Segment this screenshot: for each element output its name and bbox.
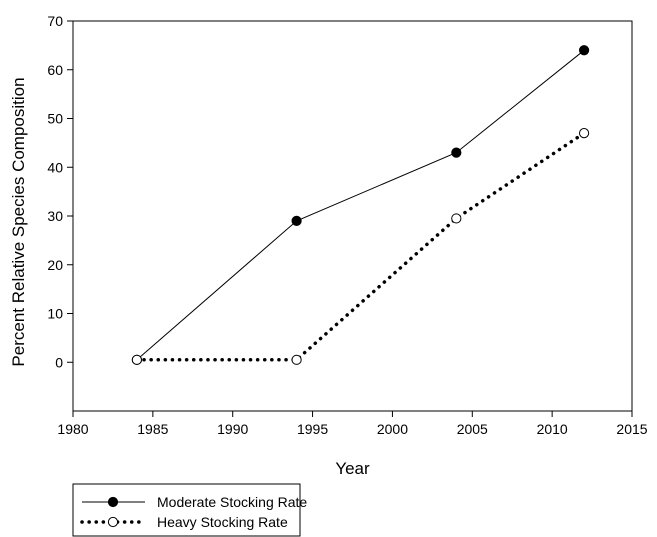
data-point-series-1 bbox=[451, 213, 462, 224]
axes: 1980 1985 1990 1995 2000 2005 2010 2015 0 10 20 30 4… bbox=[9, 13, 648, 478]
series-line-1 bbox=[135, 131, 586, 362]
y-tick-label: 20 bbox=[47, 257, 63, 273]
y-axis-title: Percent Relative Species Composition bbox=[9, 77, 28, 366]
legend-marker-0 bbox=[107, 496, 119, 508]
data-point-series-0 bbox=[451, 147, 462, 158]
data-point-series-1 bbox=[291, 354, 302, 365]
legend: Moderate Stocking Rate Heavy Stocking Rat… bbox=[72, 483, 307, 537]
x-tick-label: 2005 bbox=[457, 421, 488, 437]
x-tick-label: 2015 bbox=[616, 421, 647, 437]
x-tick-label: 1990 bbox=[217, 421, 248, 437]
data-point-series-1 bbox=[131, 354, 142, 365]
y-tick-label: 70 bbox=[47, 13, 63, 29]
y-tick-label: 10 bbox=[47, 306, 63, 322]
legend-label-0: Moderate Stocking Rate bbox=[157, 494, 307, 510]
x-tick-label: 2010 bbox=[537, 421, 568, 437]
y-tick-label: 40 bbox=[47, 159, 63, 175]
x-tick-label: 1995 bbox=[297, 421, 328, 437]
legend-box bbox=[72, 483, 301, 537]
series-layer bbox=[131, 45, 590, 365]
legend-marker-1 bbox=[107, 516, 119, 528]
data-point-series-1 bbox=[578, 128, 590, 139]
series-line-0 bbox=[136, 49, 585, 361]
y-tick-label: 50 bbox=[47, 111, 63, 127]
x-tick-label: 1980 bbox=[57, 421, 88, 437]
y-tick-label: 30 bbox=[47, 208, 63, 224]
x-tick-label: 2000 bbox=[377, 421, 408, 437]
x-tick-label: 1985 bbox=[137, 421, 168, 437]
y-tick-label: 60 bbox=[47, 62, 63, 78]
x-axis-title: Year bbox=[335, 459, 370, 478]
legend-label-1: Heavy Stocking Rate bbox=[157, 514, 288, 530]
y-tick-label: 0 bbox=[55, 354, 63, 370]
data-point-series-0 bbox=[578, 45, 590, 56]
data-point-series-0 bbox=[291, 215, 302, 226]
